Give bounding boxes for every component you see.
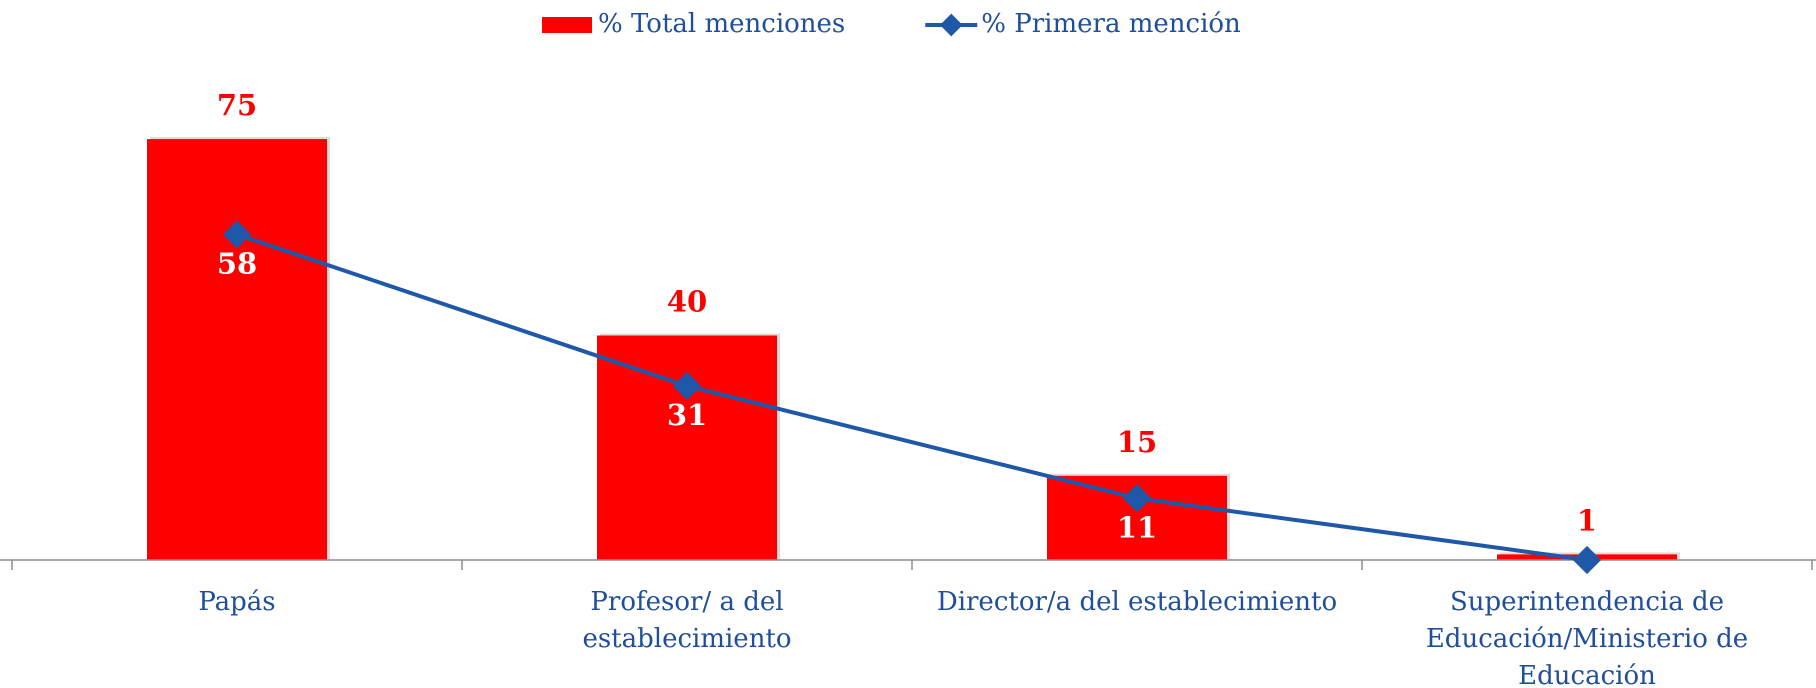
legend-marker [939, 13, 963, 37]
legend-label: % Total menciones [598, 9, 845, 39]
line [236, 232, 1588, 562]
line-marker [1572, 545, 1602, 575]
legend-swatch [542, 17, 592, 33]
line-label: 31 [667, 398, 707, 432]
x-tick-label: Educación [1518, 661, 1656, 688]
line-marker [672, 371, 702, 401]
x-tick-label: Educación/Ministerio de [1426, 624, 1748, 654]
x-tick-label: Profesor/ a del [590, 587, 783, 617]
x-tick-label: Director/a del establecimiento [937, 587, 1337, 617]
x-tick-label: Papás [198, 587, 275, 617]
bar-label: 1 [1577, 503, 1597, 537]
legend-label: % Primera mención [981, 9, 1241, 39]
x-tick-label: Superintendencia de [1450, 587, 1724, 617]
bar-label: 75 [217, 88, 257, 122]
bar [147, 139, 327, 560]
bar-label: 40 [667, 285, 707, 319]
bar [597, 335, 777, 560]
line-label: 11 [1117, 510, 1157, 544]
x-tick-label: establecimiento [582, 624, 791, 654]
line-marker [1122, 484, 1152, 513]
bar-label: 15 [1117, 425, 1157, 459]
line-label: 58 [217, 246, 257, 280]
